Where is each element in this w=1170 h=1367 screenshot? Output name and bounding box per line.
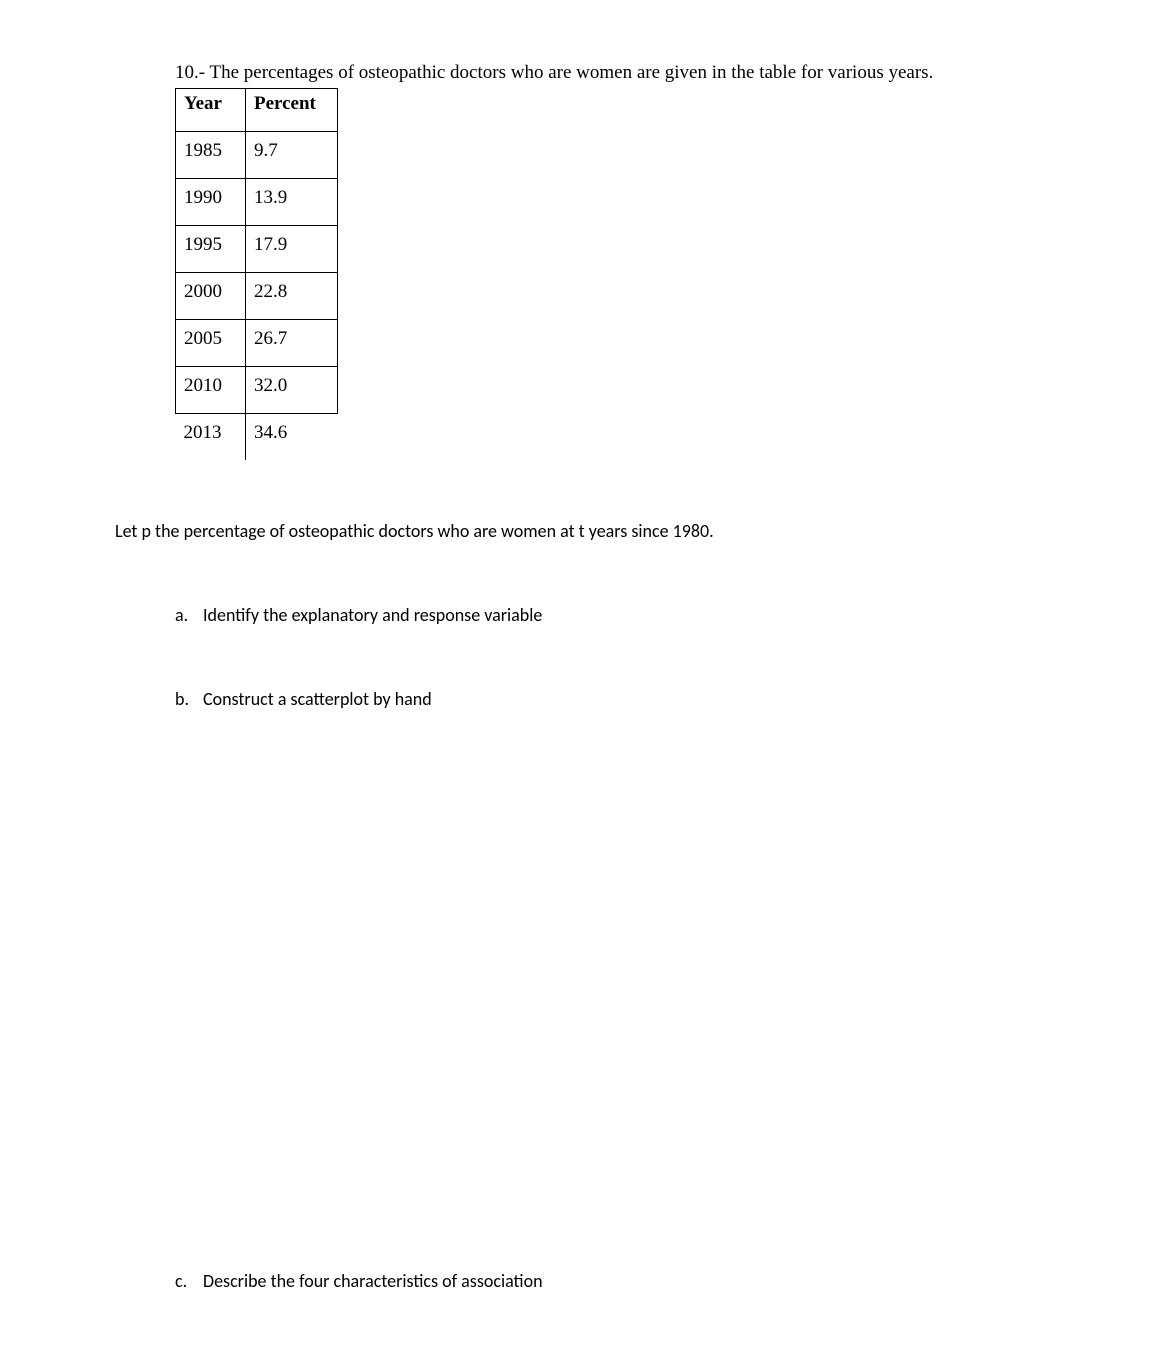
question-letter: a. xyxy=(175,604,203,626)
table-row: 1985 9.7 xyxy=(176,131,338,178)
data-table-wrap: Year Percent 1985 9.7 1990 13.9 1995 17.… xyxy=(175,88,1055,460)
question-letter: b. xyxy=(175,688,203,710)
cell-percent: 32.0 xyxy=(246,366,338,413)
question-letter: c. xyxy=(175,1270,203,1292)
cell-year: 1990 xyxy=(176,178,246,225)
cell-year: 1985 xyxy=(176,131,246,178)
table-row: 1990 13.9 xyxy=(176,178,338,225)
cell-percent: 22.8 xyxy=(246,272,338,319)
question-c: c. Describe the four characteristics of … xyxy=(175,1270,1055,1292)
cell-year: 2010 xyxy=(176,366,246,413)
table-row: 2005 26.7 xyxy=(176,319,338,366)
variable-definition: Let p the percentage of osteopathic doct… xyxy=(115,520,1055,542)
column-header-percent: Percent xyxy=(246,88,338,131)
column-header-year: Year xyxy=(176,88,246,131)
table-row: 2013 34.6 xyxy=(176,413,338,460)
cell-year: 2000 xyxy=(176,272,246,319)
problem-intro: 10.- The percentages of osteopathic doct… xyxy=(175,60,1055,86)
cell-percent: 26.7 xyxy=(246,319,338,366)
cell-percent: 9.7 xyxy=(246,131,338,178)
spacer xyxy=(175,710,1055,1270)
question-text: Identify the explanatory and response va… xyxy=(203,604,542,626)
cell-percent: 34.6 xyxy=(246,413,338,460)
cell-year: 2013 xyxy=(176,413,246,460)
question-text: Describe the four characteristics of ass… xyxy=(203,1270,543,1292)
table-header-row: Year Percent xyxy=(176,88,338,131)
questions-list: a. Identify the explanatory and response… xyxy=(175,604,1055,1292)
cell-percent: 17.9 xyxy=(246,225,338,272)
cell-year: 1995 xyxy=(176,225,246,272)
data-table: Year Percent 1985 9.7 1990 13.9 1995 17.… xyxy=(175,88,338,460)
cell-percent: 13.9 xyxy=(246,178,338,225)
question-text: Construct a scatterplot by hand xyxy=(203,688,432,710)
table-row: 2000 22.8 xyxy=(176,272,338,319)
table-row: 1995 17.9 xyxy=(176,225,338,272)
question-b: b. Construct a scatterplot by hand xyxy=(175,688,1055,710)
table-row: 2010 32.0 xyxy=(176,366,338,413)
cell-year: 2005 xyxy=(176,319,246,366)
question-a: a. Identify the explanatory and response… xyxy=(175,604,1055,626)
spacer xyxy=(175,626,1055,688)
